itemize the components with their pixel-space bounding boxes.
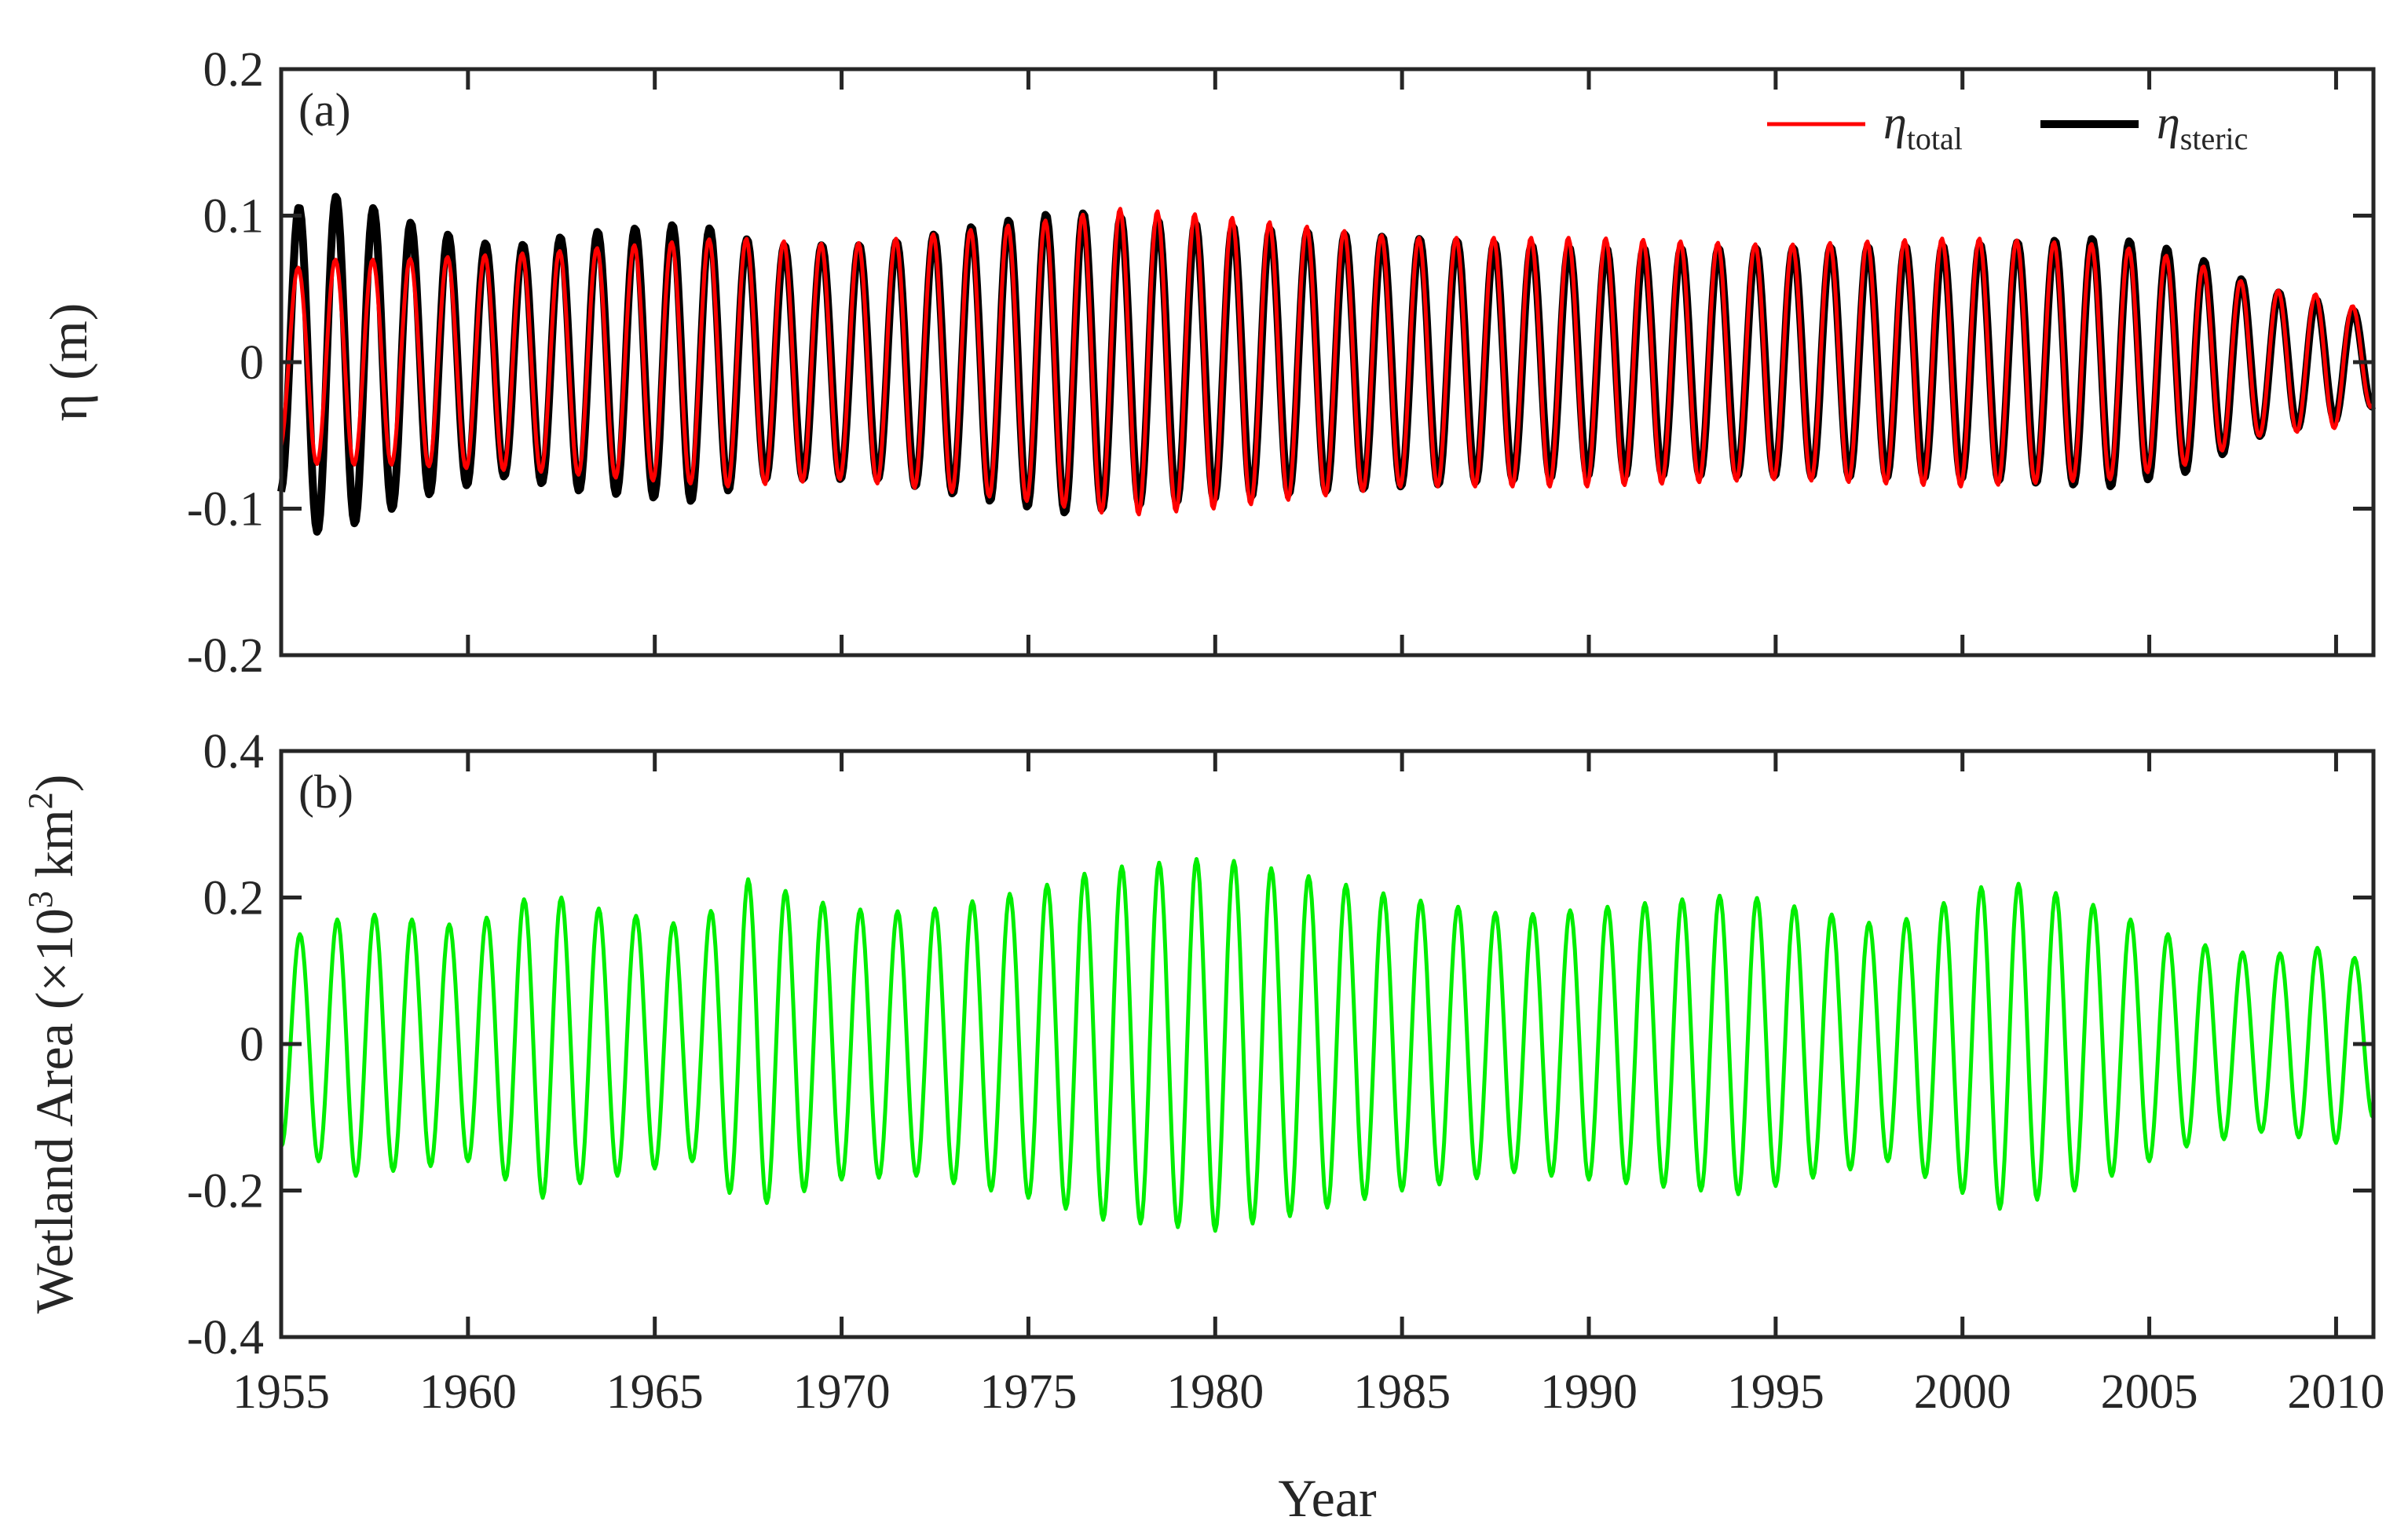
- panel-a-y-axis-label: η (m): [38, 303, 98, 422]
- x-tick-label: 1965: [606, 1365, 704, 1419]
- panel-b: (b) 1955 1960 1965 1970 1975 1980 1985 1990 1995…: [21, 725, 2384, 1528]
- x-tick-label: 1960: [419, 1365, 517, 1419]
- panel-b-y-tick-label: -0.2: [187, 1165, 264, 1218]
- x-tick-label: 1980: [1166, 1365, 1264, 1419]
- panel-b-y-axis-label: Wetland Area (×103 km2): [21, 775, 84, 1314]
- panel-a-label: (a): [298, 84, 351, 136]
- panel-b-y-tick-label: 0.4: [203, 725, 265, 778]
- x-tick-label: 1975: [979, 1365, 1077, 1419]
- x-tick-label: 2000: [1914, 1365, 2011, 1419]
- panel-a-series-line-0: [279, 207, 2376, 517]
- panel-b-axes-box: [279, 749, 2376, 1339]
- panel-b-series-line-0: [279, 857, 2375, 1233]
- x-tick-label: 2010: [2287, 1365, 2384, 1419]
- x-tick-label: 1995: [1727, 1365, 1824, 1419]
- panel-a-y-tick-label: 0.2: [203, 43, 265, 97]
- panel-b-label: (b): [298, 766, 353, 818]
- x-tick-label: 1970: [793, 1365, 891, 1419]
- panel-b-y-tick-label: -0.4: [187, 1311, 264, 1365]
- x-tick-label: 1985: [1353, 1365, 1451, 1419]
- panel-a-axes-box: [279, 67, 2376, 658]
- x-tick-label: 1990: [1540, 1365, 1638, 1419]
- panel-b-series-group: [279, 857, 2375, 1233]
- panel-a-y-tick-label: -0.2: [187, 629, 264, 683]
- panel-a-y-tick-label: 0.1: [203, 190, 265, 244]
- panel-b-ticks: 1955 1960 1965 1970 1975 1980 1985 1990 1995 2000…: [187, 725, 2385, 1419]
- panel-a-legend: ηtotal ηsteric: [1767, 97, 2248, 156]
- x-axis-label: Year: [1278, 1468, 1377, 1528]
- panel-b-y-tick-label: 0.2: [203, 872, 265, 925]
- legend-label-total: ηtotal: [1883, 97, 1963, 156]
- legend-label-steric: ηsteric: [2157, 97, 2248, 156]
- panel-a: (a) -0.2 -0.1 0 0.1 0.2 η (m) ηtotal ηsteric: [38, 43, 2377, 683]
- panel-a-ticks: -0.2 -0.1 0 0.1 0.2: [187, 43, 2373, 683]
- panel-a-y-tick-label: -0.1: [187, 483, 264, 537]
- panel-b-y-tick-label: 0: [240, 1018, 264, 1072]
- panel-a-y-tick-label: 0: [240, 336, 264, 390]
- panel-a-series-group: [277, 192, 2377, 536]
- x-tick-label: 1955: [232, 1365, 330, 1419]
- x-tick-label: 2005: [2101, 1365, 2198, 1419]
